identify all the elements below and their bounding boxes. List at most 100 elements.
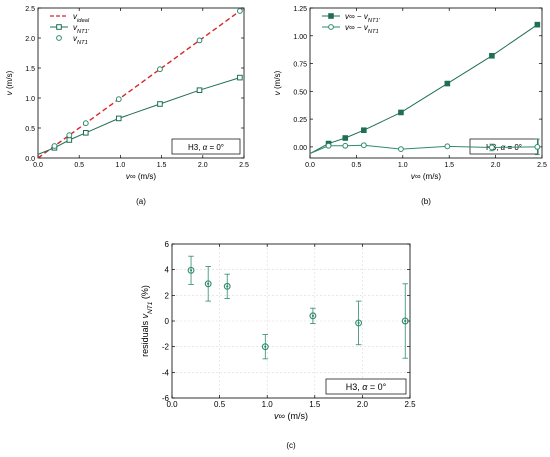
- data-point-residual-center: [311, 314, 314, 317]
- x-tick-label: 0.0: [33, 162, 43, 169]
- x-tick-label: 2.0: [491, 162, 501, 169]
- x-tick-label: 2.0: [357, 400, 369, 409]
- x-axis-label: v∞ (m/s): [411, 172, 441, 181]
- x-tick-label: 0.5: [74, 162, 84, 169]
- y-tick-label: 4: [165, 266, 170, 275]
- data-point-vnt1: [196, 37, 203, 44]
- y-tick-label: 0.25: [293, 117, 307, 124]
- data-point-residual-center: [404, 319, 407, 323]
- data-point-vnt1-prime: [157, 101, 163, 107]
- y-tick-label: -6: [162, 394, 170, 403]
- annotation-text: H3, α = 0°: [188, 143, 224, 152]
- data-point-diff-vnt1: [360, 142, 367, 149]
- y-axis-label: residuals vNT1 (%): [140, 285, 154, 357]
- x-tick-label: 2.5: [239, 162, 249, 169]
- y-tick-label: 2: [165, 291, 170, 300]
- series-line-videal: [37, 7, 245, 159]
- chart-panel-b: 0.0 0.5 1.0 1.5 2.0 2.5 0.00 0.25 0.50 0.75 1.00 1.…: [273, 6, 547, 206]
- panel-caption: (a): [136, 197, 146, 206]
- data-point-residual-center: [189, 269, 193, 272]
- annotation-text: H3, α = 0°: [346, 382, 387, 392]
- data-point-vnt1-prime: [66, 137, 73, 143]
- legend-marker-circle: [56, 35, 62, 41]
- panel-caption: (b): [421, 197, 431, 206]
- annotation-box: [171, 138, 241, 155]
- data-point-residual: [261, 343, 269, 351]
- x-tick-label: 0.0: [305, 162, 315, 169]
- series-line-diff-vnt1-prime: [309, 24, 538, 154]
- x-tick-label: 0.5: [352, 162, 362, 169]
- y-tick-label: 1.00: [293, 34, 307, 41]
- y-tick-label: 0.50: [293, 89, 307, 96]
- y-tick-label: 0.0: [25, 156, 35, 163]
- x-tick-label: 2.0: [198, 162, 208, 169]
- y-axis-label: v (m/s): [273, 70, 282, 95]
- x-axis-label: v∞ (m/s): [274, 411, 308, 421]
- y-tick-label: 6: [165, 240, 170, 249]
- y-tick-label: 2.5: [25, 6, 35, 13]
- data-point-diff-vnt1: [398, 146, 404, 153]
- data-point-residual-center: [226, 285, 229, 288]
- legend-label: v∞ − vNT1: [345, 23, 379, 35]
- x-tick-label: 0.0: [166, 400, 178, 409]
- panel-caption: (c): [286, 441, 296, 450]
- data-point-vnt1-prime: [237, 74, 243, 81]
- y-tick-label: 0.00: [293, 145, 307, 152]
- data-point-residual: [309, 312, 317, 320]
- y-tick-label: -2: [162, 343, 170, 352]
- x-tick-label: 1.0: [262, 400, 274, 409]
- y-axis-label: v (m/s): [5, 70, 14, 95]
- data-point-diff-vnt1-prime: [361, 127, 367, 134]
- data-point-diff-vnt1: [534, 143, 541, 150]
- data-point-diff-vnt1: [488, 144, 495, 151]
- legend-label: v∞ − vNT1': [345, 12, 381, 24]
- data-point-diff-vnt1-prime: [398, 109, 404, 116]
- data-point-diff-vnt1: [325, 142, 332, 149]
- data-point-residual: [187, 266, 195, 274]
- data-point-vnt1-prime: [196, 87, 203, 94]
- data-point-residual-center: [357, 321, 360, 325]
- x-tick-label: 1.0: [116, 162, 126, 169]
- x-tick-label: 0.5: [214, 400, 226, 409]
- data-point-vnt1: [51, 143, 58, 149]
- x-axis-label: v∞ (m/s): [126, 172, 156, 181]
- data-point-diff-vnt1-prime: [342, 135, 349, 141]
- y-tick-label: 1.25: [293, 6, 307, 13]
- data-point-diff-vnt1: [444, 143, 451, 150]
- data-point-residual: [355, 319, 363, 327]
- x-tick-label: 1.5: [157, 162, 167, 169]
- legend-label: videal: [73, 12, 90, 24]
- data-point-diff-vnt1-prime: [534, 21, 541, 28]
- plot-frame: [37, 7, 245, 159]
- legend-marker-square: [56, 24, 62, 30]
- data-point-residual-center: [264, 345, 267, 348]
- data-point-residual: [223, 282, 231, 290]
- x-tick-label: 2.5: [537, 162, 547, 169]
- plot-frame: [171, 243, 411, 399]
- y-tick-label: 0.5: [25, 126, 35, 133]
- data-point-diff-vnt1-prime: [489, 52, 495, 59]
- data-point-vnt1: [66, 132, 73, 139]
- chart-panel-c: 0.0 0.5 1.0 1.5 2.0 2.5 -6 -4 -2 0 2 4 6 v∞ (m/s) resi…: [140, 240, 416, 450]
- data-point-residual: [204, 280, 212, 288]
- legend-marker-square: [328, 13, 334, 19]
- x-tick-label: 1.5: [309, 400, 321, 409]
- data-point-vnt1-prime: [115, 115, 122, 122]
- x-tick-label: 2.5: [404, 400, 416, 409]
- legend-label: vNT1': [73, 23, 90, 35]
- data-point-vnt1: [82, 120, 89, 127]
- y-tick-label: 2.0: [25, 36, 35, 43]
- legend-label: vNT1: [73, 34, 88, 46]
- chart-panel-a: 0.0 0.5 1.0 1.5 2.0 2.5 0.0 0.5 1.0 1.5 2.0 2.5 v∞ (…: [5, 6, 249, 206]
- data-point-diff-vnt1-prime: [444, 80, 451, 87]
- annotation-box: [325, 378, 407, 395]
- data-point-residual-center: [207, 282, 210, 285]
- data-point-vnt1: [236, 8, 243, 14]
- y-tick-label: -4: [162, 368, 170, 377]
- x-tick-label: 1.5: [444, 162, 454, 169]
- data-point-vnt1: [157, 66, 163, 73]
- y-tick-label: 0.75: [293, 62, 307, 69]
- data-point-residual: [401, 317, 409, 325]
- x-tick-label: 1.0: [398, 162, 408, 169]
